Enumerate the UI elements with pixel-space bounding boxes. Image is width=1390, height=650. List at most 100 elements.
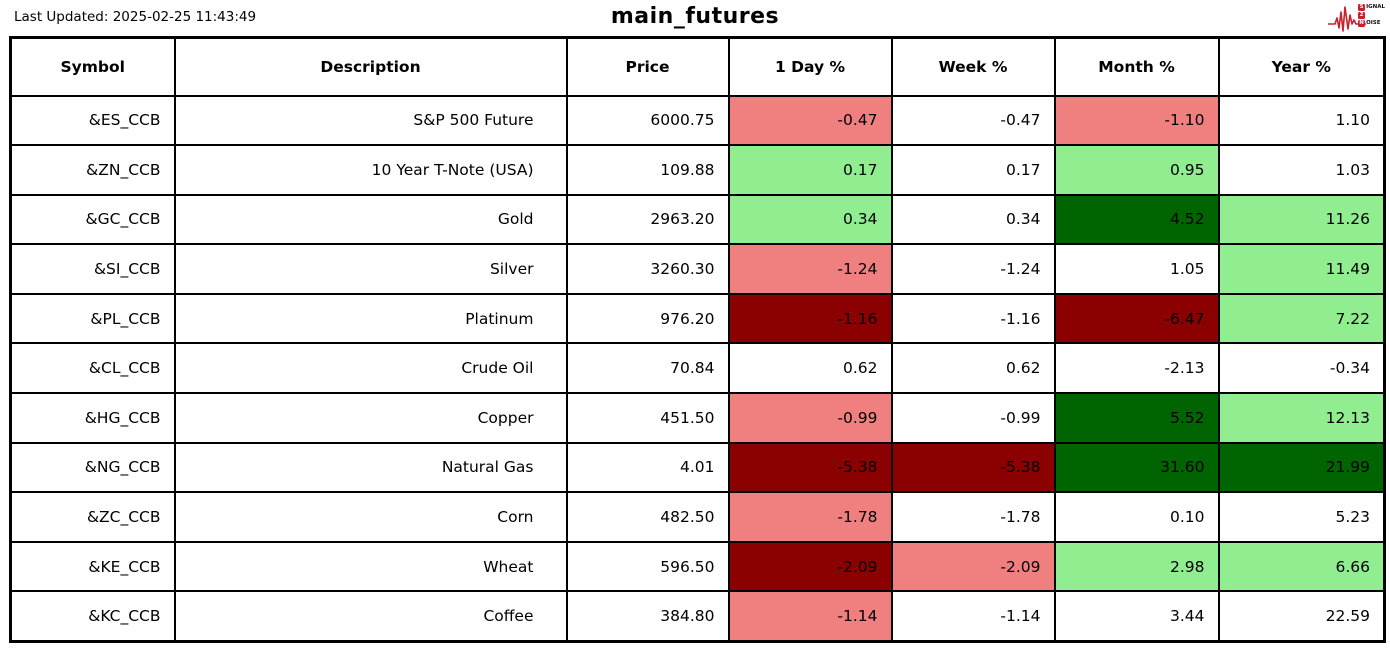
table-row: &KE_CCB Wheat 596.50 -2.09 -2.09 2.98 6.… <box>9 540 1386 593</box>
pct-cell-1day: -1.78 <box>727 491 893 543</box>
pct-cell-week: 0.62 <box>890 342 1056 395</box>
pct-cell-month: 31.60 <box>1053 441 1220 494</box>
pct-cell-year: 6.66 <box>1217 540 1386 593</box>
price-cell: 451.50 <box>565 392 730 444</box>
price-cell: 2963.20 <box>565 193 730 246</box>
pct-cell-year: 1.10 <box>1217 94 1386 147</box>
price-cell: 596.50 <box>565 540 730 593</box>
pct-cell-week: -2.09 <box>890 540 1056 593</box>
price-cell: 70.84 <box>565 342 730 395</box>
pct-cell-week: 0.34 <box>890 193 1056 246</box>
table-row: &KC_CCB Coffee 384.80 -1.14 -1.14 3.44 2… <box>9 590 1386 643</box>
table-row: &ZN_CCB 10 Year T-Note (USA) 109.88 0.17… <box>9 144 1386 196</box>
pct-cell-1day: 0.34 <box>727 193 893 246</box>
pct-cell-year: 11.26 <box>1217 193 1386 246</box>
description-cell: Copper <box>173 392 568 444</box>
description-cell: Gold <box>173 193 568 246</box>
pct-cell-1day: -2.09 <box>727 540 893 593</box>
column-header-description: Description <box>173 36 568 97</box>
last-updated-text: Last Updated: 2025-02-25 11:43:49 <box>14 9 257 25</box>
description-cell: Corn <box>173 491 568 543</box>
pct-cell-week: -0.99 <box>890 392 1056 444</box>
pct-cell-month: 3.44 <box>1053 590 1220 643</box>
pct-cell-year: 5.23 <box>1217 491 1386 543</box>
pct-cell-week: -0.47 <box>890 94 1056 147</box>
pct-cell-week: -1.14 <box>890 590 1056 643</box>
pct-cell-1day: -1.16 <box>727 292 893 345</box>
pct-cell-year: -0.34 <box>1217 342 1386 395</box>
column-header-year: Year % <box>1217 36 1386 97</box>
symbol-cell: &ZC_CCB <box>9 491 176 543</box>
price-cell: 976.20 <box>565 292 730 345</box>
logo-badge-s: S <box>1358 4 1366 11</box>
ecg-waveform-icon <box>1328 6 1366 32</box>
table-row: &PL_CCB Platinum 976.20 -1.16 -1.16 -6.4… <box>9 292 1386 345</box>
symbol-cell: &CL_CCB <box>9 342 176 395</box>
price-cell: 482.50 <box>565 491 730 543</box>
symbol-cell: &ZN_CCB <box>9 144 176 196</box>
pct-cell-1day: 0.17 <box>727 144 893 196</box>
logo-text-ignal: IGNAL <box>1366 4 1385 10</box>
table-row: &HG_CCB Copper 451.50 -0.99 -0.99 5.52 1… <box>9 392 1386 444</box>
logo-text-oise: OISE <box>1366 20 1381 26</box>
pct-cell-year: 22.59 <box>1217 590 1386 643</box>
table-row: &SI_CCB Silver 3260.30 -1.24 -1.24 1.05 … <box>9 243 1386 295</box>
price-cell: 384.80 <box>565 590 730 643</box>
column-header-week: Week % <box>890 36 1056 97</box>
logo-badge-n: N <box>1358 20 1366 27</box>
symbol-cell: &KC_CCB <box>9 590 176 643</box>
pct-cell-year: 11.49 <box>1217 243 1386 295</box>
pct-cell-month: -6.47 <box>1053 292 1220 345</box>
logo-text: S IGNAL 2 N OISE <box>1358 4 1385 27</box>
pct-cell-month: 0.95 <box>1053 144 1220 196</box>
pct-cell-month: 5.52 <box>1053 392 1220 444</box>
price-cell: 6000.75 <box>565 94 730 147</box>
column-header-1day: 1 Day % <box>727 36 893 97</box>
pct-cell-1day: -1.14 <box>727 590 893 643</box>
symbol-cell: &SI_CCB <box>9 243 176 295</box>
description-cell: Crude Oil <box>173 342 568 395</box>
description-cell: Natural Gas <box>173 441 568 494</box>
symbol-cell: &GC_CCB <box>9 193 176 246</box>
pct-cell-year: 21.99 <box>1217 441 1386 494</box>
description-cell: Platinum <box>173 292 568 345</box>
price-cell: 4.01 <box>565 441 730 494</box>
pct-cell-week: -5.38 <box>890 441 1056 494</box>
column-header-symbol: Symbol <box>9 36 176 97</box>
pct-cell-month: 4.52 <box>1053 193 1220 246</box>
pct-cell-week: 0.17 <box>890 144 1056 196</box>
logo-line-signal: S IGNAL <box>1358 4 1385 11</box>
header-row: Symbol Description Price 1 Day % Week % … <box>9 36 1386 97</box>
pct-cell-month: -2.13 <box>1053 342 1220 395</box>
logo-line-2: 2 <box>1358 12 1366 19</box>
symbol-cell: &HG_CCB <box>9 392 176 444</box>
column-header-month: Month % <box>1053 36 1220 97</box>
pct-cell-year: 12.13 <box>1217 392 1386 444</box>
price-cell: 109.88 <box>565 144 730 196</box>
pct-cell-week: -1.24 <box>890 243 1056 295</box>
pct-cell-month: 0.10 <box>1053 491 1220 543</box>
pct-cell-1day: -0.99 <box>727 392 893 444</box>
futures-table: Symbol Description Price 1 Day % Week % … <box>9 36 1386 643</box>
pct-cell-year: 7.22 <box>1217 292 1386 345</box>
pct-cell-month: 1.05 <box>1053 243 1220 295</box>
symbol-cell: &KE_CCB <box>9 540 176 593</box>
pct-cell-1day: -1.24 <box>727 243 893 295</box>
pct-cell-month: -1.10 <box>1053 94 1220 147</box>
description-cell: Wheat <box>173 540 568 593</box>
page-title: main_futures <box>610 4 780 29</box>
symbol-cell: &NG_CCB <box>9 441 176 494</box>
pct-cell-1day: 0.62 <box>727 342 893 395</box>
description-cell: Silver <box>173 243 568 295</box>
signal2noise-logo: S IGNAL 2 N OISE <box>1328 2 1386 36</box>
logo-line-noise: N OISE <box>1358 20 1381 27</box>
description-cell: S&P 500 Future <box>173 94 568 147</box>
logo-badge-2: 2 <box>1358 12 1366 19</box>
description-cell: 10 Year T-Note (USA) <box>173 144 568 196</box>
price-cell: 3260.30 <box>565 243 730 295</box>
pct-cell-1day: -0.47 <box>727 94 893 147</box>
table-row: &NG_CCB Natural Gas 4.01 -5.38 -5.38 31.… <box>9 441 1386 494</box>
table-row: &ZC_CCB Corn 482.50 -1.78 -1.78 0.10 5.2… <box>9 491 1386 543</box>
table-row: &CL_CCB Crude Oil 70.84 0.62 0.62 -2.13 … <box>9 342 1386 395</box>
